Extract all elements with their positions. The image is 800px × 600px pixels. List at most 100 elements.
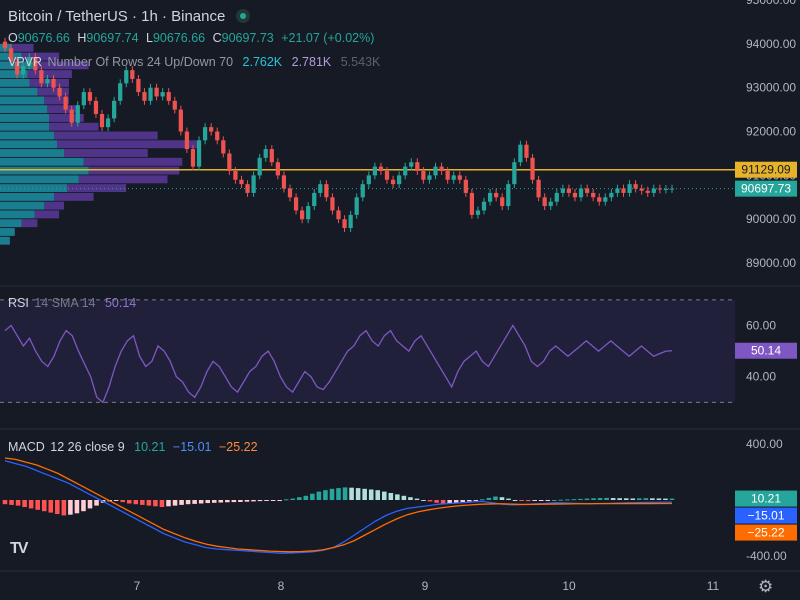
macd-histogram-bar (336, 488, 341, 500)
symbol-title[interactable]: Bitcoin / TetherUS · 1h · Binance (8, 8, 226, 25)
volume-profile-down-bar (54, 192, 94, 201)
time-axis-label: 9 (422, 579, 429, 593)
vpvr-down-volume: 2.781K (291, 55, 332, 69)
volume-profile-up-bar (0, 201, 45, 210)
candle-body (494, 192, 499, 198)
macd-histogram-bar (565, 499, 570, 501)
macd-histogram-bar (434, 500, 439, 503)
volume-profile-down-bar (44, 96, 69, 105)
candle-body (269, 149, 274, 163)
macd-histogram-bar (401, 495, 407, 500)
candle-body (87, 92, 93, 101)
macd-histogram-bar (2, 500, 8, 505)
candle-body (112, 100, 117, 119)
candle-body (584, 188, 590, 193)
macd-legend[interactable]: MACD 12 26 close 9 10.21 −15.01 −25.22 (8, 440, 258, 454)
volume-profile-down-bar (64, 149, 148, 157)
candle-body (160, 92, 165, 97)
candle-body (354, 197, 359, 215)
macd-histogram-bar (388, 493, 394, 500)
high-key: H (77, 31, 87, 45)
macd-histogram-bar (617, 498, 622, 500)
volume-profile-up-bar (0, 78, 30, 87)
candle-body (657, 188, 662, 190)
candle-body (257, 157, 262, 176)
candle-body (445, 171, 450, 180)
macd-histogram-bar (466, 500, 472, 502)
volume-profile-down-bar (34, 210, 60, 219)
macd-histogram-bar (525, 500, 531, 502)
rsi-params: 14 SMA 14 (34, 296, 96, 310)
candle-body (51, 78, 56, 88)
candle-body (202, 127, 208, 141)
candle-body (372, 166, 378, 176)
macd-histogram-bar (414, 498, 420, 500)
macd-histogram-value: 10.21 (134, 440, 166, 454)
candle-body (578, 188, 584, 198)
candle-body (209, 127, 214, 132)
candle-body (487, 192, 493, 202)
candle-body (227, 153, 232, 171)
macd-histogram-bar (630, 498, 636, 500)
macd-histogram-bar (159, 500, 165, 507)
macd-histogram-bar (61, 500, 67, 516)
candle-body (245, 184, 250, 193)
market-open-icon (235, 9, 250, 23)
macd-histogram-bar (421, 500, 426, 501)
candle-body (384, 171, 390, 180)
candle-body (512, 162, 517, 185)
macd-line-tag-label: −15.01 (747, 509, 784, 523)
candle-body (500, 197, 505, 207)
candle-body (130, 70, 135, 79)
macd-histogram-bar (238, 500, 243, 502)
candle-body (518, 144, 523, 163)
macd-histogram-bar (597, 498, 603, 500)
open-value: 90676.66 (17, 31, 70, 45)
candle-body (124, 70, 129, 84)
candle-body (591, 192, 596, 198)
macd-histogram-bar (35, 500, 40, 510)
candle-body (287, 188, 293, 198)
macd-histogram-bar (310, 493, 315, 500)
macd-histogram-bar (28, 500, 34, 509)
open-key: O (8, 31, 18, 45)
price-axis-label: 90000.00 (746, 212, 796, 226)
macd-histogram-bar (74, 500, 80, 514)
macd-histogram-bar (584, 498, 590, 500)
vpvr-legend[interactable]: VPVR Number Of Rows 24 Up/Down 70 2.762K… (8, 55, 380, 69)
candle-body (609, 192, 614, 198)
macd-histogram-bar (205, 500, 211, 504)
macd-histogram-bar (408, 497, 413, 500)
macd-histogram-bar (362, 488, 367, 500)
macd-histogram-tag (735, 490, 797, 507)
vpvr-name: VPVR (8, 55, 43, 69)
candle-body (63, 96, 68, 110)
tradingview-logo-icon[interactable]: TV (10, 540, 28, 557)
volume-profile-up-bar (0, 96, 45, 105)
macd-line (4, 460, 673, 554)
candle-body (409, 162, 414, 167)
candle-body (312, 192, 317, 207)
volume-profile-up-bar (0, 228, 15, 236)
macd-histogram-bar (153, 500, 158, 507)
macd-histogram-bar (55, 500, 60, 514)
candle-body (651, 188, 656, 193)
macd-histogram-bar (126, 500, 132, 504)
symbol-title-bar: Bitcoin / TetherUS · 1h · Binance (8, 7, 250, 25)
candle-body (342, 219, 347, 228)
macd-histogram-bar (512, 500, 518, 501)
rsi-legend[interactable]: RSI 14 SMA 14 50.14 (8, 296, 136, 310)
candle-body (366, 175, 371, 185)
macd-histogram-bar (120, 500, 125, 503)
candle-body (451, 175, 456, 180)
macd-histogram-bar (519, 500, 524, 501)
candle-body (378, 166, 384, 171)
macd-histogram-bar (198, 500, 204, 504)
volume-profile-up-bar (0, 149, 65, 157)
macd-histogram-bar (663, 498, 668, 500)
macd-histogram-bar (591, 498, 596, 500)
gear-icon[interactable]: ⚙ (758, 577, 774, 596)
low-key: L (146, 31, 153, 45)
macd-histogram-bar (15, 500, 21, 506)
